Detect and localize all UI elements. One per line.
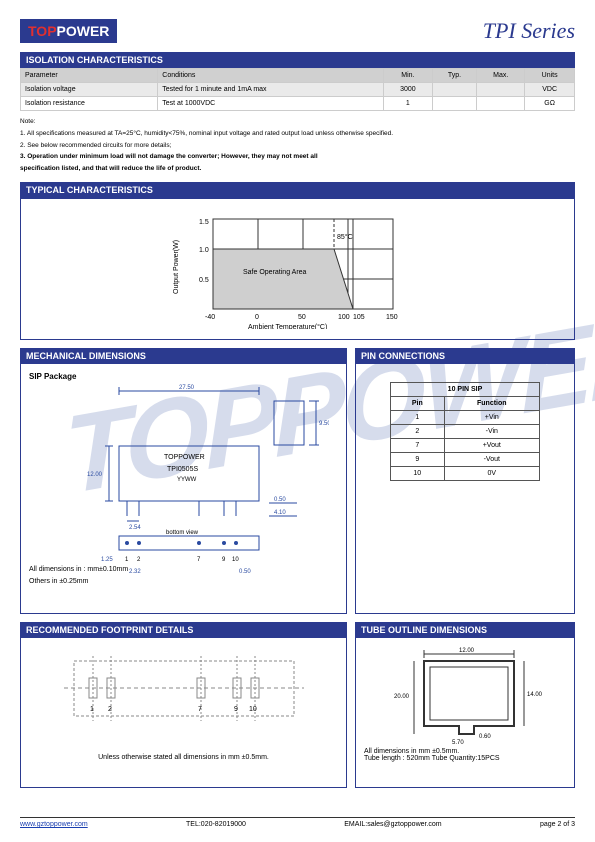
notes: Note: 1. All specifications measured at … <box>20 117 575 174</box>
svg-text:bottom view: bottom view <box>166 530 199 536</box>
svg-text:5.70: 5.70 <box>452 740 464 746</box>
iso-col-0: Parameter <box>21 69 158 83</box>
footer-tel: TEL:020-82019000 <box>186 821 246 828</box>
svg-text:0: 0 <box>255 314 259 321</box>
svg-text:2.32: 2.32 <box>129 569 141 575</box>
iso-col-1: Conditions <box>158 69 384 83</box>
footprint-note: Unless otherwise stated all dimensions i… <box>29 754 338 761</box>
svg-text:-40: -40 <box>205 314 215 321</box>
pin-box: 10 PIN SIP PinFunction 1+Vin 2-Vin 7+Vou… <box>355 364 575 614</box>
svg-text:1.25: 1.25 <box>101 557 113 563</box>
svg-text:12.00: 12.00 <box>459 648 475 654</box>
mech-note2: Others in ±0.25mm <box>29 578 88 585</box>
typical-chart-box: 85°C Safe Operating Area 0.5 1.0 1.5 -40… <box>20 198 575 340</box>
tube-box: 12.00 14.00 20.00 5.70 0.60 All dimensio… <box>355 638 575 788</box>
note-1: 1. All specifications measured at TA=25°… <box>20 129 575 139</box>
svg-text:TOPPOWER: TOPPOWER <box>164 454 205 461</box>
svg-text:20.00: 20.00 <box>394 694 410 700</box>
tube-note2: Tube length : 520mm Tube Quantity:15PCS <box>364 755 566 762</box>
footprint-box: 1 2 7 9 10 Unless otherwise stated all d… <box>20 638 347 788</box>
svg-text:0.50: 0.50 <box>274 497 286 503</box>
note-2: 2. See below recommended circuits for mo… <box>20 141 575 151</box>
svg-text:2: 2 <box>137 557 141 563</box>
footer-email: EMAIL:sales@gztoppower.com <box>344 821 441 828</box>
logo-power: POWER <box>57 23 110 39</box>
chart-area-label: Safe Operating Area <box>243 269 307 276</box>
derating-chart: 85°C Safe Operating Area 0.5 1.0 1.5 -40… <box>168 209 428 329</box>
footer-page: page 2 of 3 <box>540 821 575 828</box>
svg-text:10: 10 <box>249 706 257 713</box>
svg-text:7: 7 <box>198 706 202 713</box>
series-title: TPI Series <box>483 18 575 44</box>
mech-note1: All dimensions in : mm±0.10mm <box>29 566 128 573</box>
footprint-drawing: 1 2 7 9 10 <box>44 646 324 746</box>
svg-text:0.60: 0.60 <box>479 734 491 740</box>
svg-text:12.00: 12.00 <box>87 472 103 478</box>
iso-row-1: Isolation resistanceTest at 1000VDC1GΩ <box>21 97 575 111</box>
tube-note1: All dimensions in mm ±0.5mm. <box>364 748 566 755</box>
mech-box: SIP Package 27.50 9.50 TOPPOWER TPI0505S… <box>20 364 347 614</box>
note-3: 3. Operation under minimum load will not… <box>20 152 575 162</box>
footer-url[interactable]: www.gztoppower.com <box>20 821 88 828</box>
logo: TOPPOWER <box>20 19 117 43</box>
iso-col-2: Min. <box>383 69 432 83</box>
svg-text:10: 10 <box>232 557 239 563</box>
svg-text:0.50: 0.50 <box>239 569 251 575</box>
typical-header: TYPICAL CHARACTERISTICS <box>20 182 575 198</box>
svg-text:TPI0505S: TPI0505S <box>167 466 198 473</box>
svg-text:1.5: 1.5 <box>199 219 209 226</box>
svg-text:27.50: 27.50 <box>179 385 195 391</box>
iso-col-3: Typ. <box>432 69 476 83</box>
sip-label: SIP Package <box>29 372 338 381</box>
svg-text:9: 9 <box>222 557 226 563</box>
svg-text:9: 9 <box>234 706 238 713</box>
page-header: TOPPOWER TPI Series <box>20 18 575 44</box>
pins-header: PIN CONNECTIONS <box>355 348 575 364</box>
notes-heading: Note: <box>20 117 575 127</box>
svg-text:14.00: 14.00 <box>527 692 543 698</box>
svg-text:9.50: 9.50 <box>319 421 329 427</box>
chart-xlabel: Ambient Temperature(°C) <box>248 323 327 329</box>
mech-header: MECHANICAL DIMENSIONS <box>20 348 347 364</box>
svg-text:1: 1 <box>90 706 94 713</box>
svg-text:7: 7 <box>197 557 201 563</box>
svg-text:100: 100 <box>338 314 350 321</box>
iso-col-5: Units <box>525 69 575 83</box>
chart-85c: 85°C <box>337 233 353 241</box>
footprint-header: RECOMMENDED FOOTPRINT DETAILS <box>20 622 347 638</box>
svg-text:50: 50 <box>298 314 306 321</box>
pin-table-title: 10 PIN SIP <box>391 382 540 396</box>
svg-text:105: 105 <box>353 314 365 321</box>
iso-row-0: Isolation voltageTested for 1 minute and… <box>21 83 575 97</box>
iso-col-4: Max. <box>477 69 525 83</box>
svg-text:2: 2 <box>108 706 112 713</box>
chart-ylabel: Output Power(W) <box>173 240 180 294</box>
svg-text:1: 1 <box>125 557 129 563</box>
page-footer: www.gztoppower.com TEL:020-82019000 EMAI… <box>20 817 575 828</box>
iso-table: Parameter Conditions Min. Typ. Max. Unit… <box>20 68 575 111</box>
svg-text:YYWW: YYWW <box>177 477 197 483</box>
note-4: specification listed, and that will redu… <box>20 164 575 174</box>
svg-text:150: 150 <box>386 314 398 321</box>
svg-text:1.0: 1.0 <box>199 247 209 254</box>
tube-header: TUBE OUTLINE DIMENSIONS <box>355 622 575 638</box>
tube-drawing: 12.00 14.00 20.00 5.70 0.60 <box>364 646 564 746</box>
iso-header: ISOLATION CHARACTERISTICS <box>20 52 575 68</box>
pin-table: 10 PIN SIP PinFunction 1+Vin 2-Vin 7+Vou… <box>390 382 540 481</box>
svg-text:0.5: 0.5 <box>199 277 209 284</box>
svg-text:2.54: 2.54 <box>129 525 141 531</box>
svg-text:4.10: 4.10 <box>274 510 286 516</box>
logo-top: TOP <box>28 23 57 39</box>
mech-drawing: 27.50 9.50 TOPPOWER TPI0505S YYWW 12.00 <box>29 381 329 581</box>
